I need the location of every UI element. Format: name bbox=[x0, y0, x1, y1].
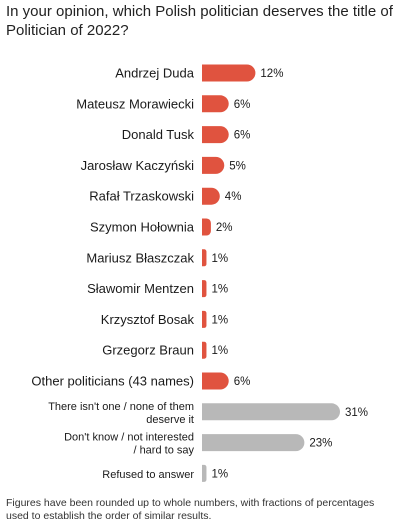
bar-there-isn-t-one-none-of-them-deserve-it bbox=[202, 403, 340, 421]
bar-krzysztof-bosak bbox=[202, 310, 207, 328]
value-label-grzegorz-braun: 1% bbox=[211, 345, 228, 357]
bar-szymon-ho-ownia bbox=[202, 218, 211, 236]
category-label-jaros-aw-kaczy-ski: Jarosław Kaczyński bbox=[81, 158, 195, 173]
bar-rafa-trzaskowski bbox=[202, 187, 220, 205]
value-label-mariusz-b-aszczak: 1% bbox=[211, 253, 228, 265]
bar-grzegorz-braun bbox=[202, 341, 207, 359]
category-label-krzysztof-bosak: Krzysztof Bosak bbox=[101, 312, 195, 327]
bar-s-awomir-mentzen bbox=[202, 280, 207, 298]
category-label-refused-to-answer: Refused to answer bbox=[102, 469, 194, 481]
category-label-there-isn-t-one-none-of-them-deserve-it: There isn't one / none of them deserve it bbox=[48, 401, 194, 426]
value-label-rafa-trzaskowski: 4% bbox=[225, 191, 242, 203]
bar-mariusz-b-aszczak bbox=[202, 249, 207, 267]
category-label-s-awomir-mentzen: Sławomir Mentzen bbox=[87, 281, 194, 296]
category-label-other-politicians-43-names: Other politicians (43 names) bbox=[31, 374, 194, 389]
bar-refused-to-answer bbox=[202, 464, 207, 482]
category-label-mateusz-morawiecki: Mateusz Morawiecki bbox=[76, 96, 194, 111]
chart-title: In your opinion, which Polish politician… bbox=[6, 3, 393, 39]
bar-other-politicians-43-names bbox=[202, 372, 229, 390]
bar-jaros-aw-kaczy-ski bbox=[202, 156, 225, 174]
category-label-rafa-trzaskowski: Rafał Trzaskowski bbox=[89, 189, 194, 204]
bar-don-t-know-not-interested-hard-to-say bbox=[202, 434, 305, 452]
value-label-don-t-know-not-interested-hard-to-say: 23% bbox=[309, 438, 332, 450]
value-label-szymon-ho-ownia: 2% bbox=[216, 222, 233, 234]
category-label-donald-tusk: Donald Tusk bbox=[122, 127, 195, 142]
category-label-andrzej-duda: Andrzej Duda bbox=[115, 66, 195, 81]
category-label-don-t-know-not-interested-hard-to-say: Don't know / not interested / hard to say bbox=[64, 432, 194, 457]
value-label-donald-tusk: 6% bbox=[234, 130, 251, 142]
chart-footnote: Figures have been rounded up to whole nu… bbox=[6, 497, 375, 522]
value-label-andrzej-duda: 12% bbox=[260, 68, 283, 80]
category-label-grzegorz-braun: Grzegorz Braun bbox=[102, 343, 194, 358]
value-label-krzysztof-bosak: 1% bbox=[211, 314, 228, 326]
bar-andrzej-duda bbox=[202, 64, 256, 82]
value-label-jaros-aw-kaczy-ski: 5% bbox=[229, 160, 246, 172]
value-label-s-awomir-mentzen: 1% bbox=[211, 284, 228, 296]
bar-mateusz-morawiecki bbox=[202, 95, 229, 113]
value-label-there-isn-t-one-none-of-them-deserve-it: 31% bbox=[345, 407, 368, 419]
bar-donald-tusk bbox=[202, 126, 229, 144]
value-label-mateusz-morawiecki: 6% bbox=[234, 99, 251, 111]
category-label-szymon-ho-ownia: Szymon Hołownia bbox=[90, 220, 195, 235]
category-label-mariusz-b-aszczak: Mariusz Błaszczak bbox=[86, 250, 194, 265]
value-label-refused-to-answer: 1% bbox=[211, 468, 228, 480]
value-label-other-politicians-43-names: 6% bbox=[234, 376, 251, 388]
